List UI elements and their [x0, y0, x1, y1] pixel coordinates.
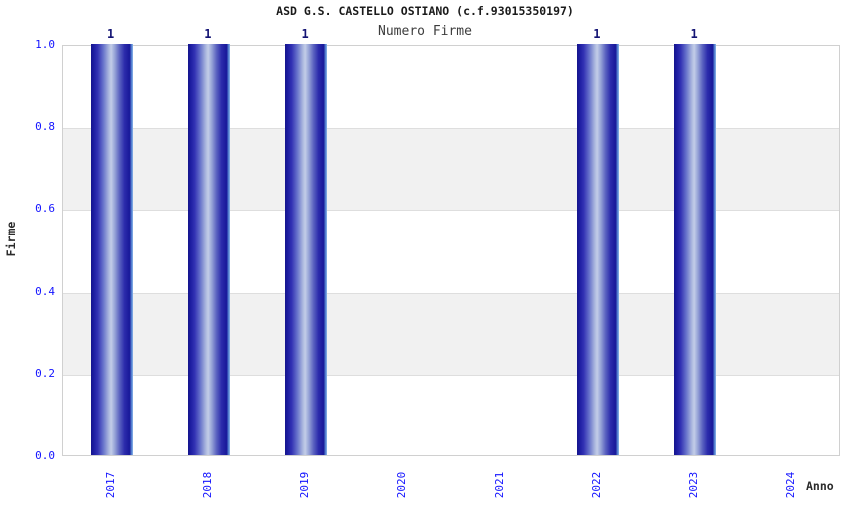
plot-band — [63, 128, 839, 211]
y-tick-0.8: 0.8 — [35, 120, 55, 134]
x-tick-2019: 2019 — [298, 471, 312, 499]
x-tick-2024: 2024 — [784, 471, 798, 499]
bar-value-label-2023: 1 — [690, 27, 698, 41]
bar-2023[interactable] — [674, 44, 717, 455]
bar-2022[interactable] — [576, 44, 619, 455]
y-tick-0.2: 0.2 — [35, 366, 55, 380]
y-axis-title: Firme — [4, 221, 18, 257]
bar-value-label-2017: 1 — [107, 27, 115, 41]
bar-2019[interactable] — [285, 44, 328, 455]
y-tick-1.0: 1.0 — [35, 38, 55, 51]
x-tick-2018: 2018 — [200, 471, 214, 499]
y-tick-0.0: 0.0 — [35, 449, 55, 462]
y-axis: Firme — [0, 0, 58, 500]
bar-value-label-2019: 1 — [301, 27, 309, 41]
bar-value-label-2022: 1 — [593, 27, 601, 41]
x-tick-2017: 2017 — [103, 471, 117, 499]
x-tick-2023: 2023 — [687, 471, 701, 499]
plot-band — [63, 292, 839, 375]
gridline — [63, 128, 839, 129]
chart-subtitle: Numero Firme — [378, 24, 472, 39]
y-tick-0.4: 0.4 — [35, 284, 55, 298]
y-tick-0.6: 0.6 — [35, 202, 55, 216]
gridline — [63, 293, 839, 294]
gridline — [63, 375, 839, 376]
chart-title: ASD G.S. CASTELLO OSTIANO (c.f.930153501… — [276, 4, 574, 18]
x-axis-title: Anno — [806, 479, 834, 493]
bar-2017[interactable] — [90, 44, 133, 455]
gridline — [63, 210, 839, 211]
plot-area — [62, 44, 840, 456]
bar-value-label-2018: 1 — [204, 27, 212, 41]
bar-2018[interactable] — [187, 44, 230, 455]
x-tick-2022: 2022 — [589, 471, 603, 499]
x-tick-2020: 2020 — [395, 471, 409, 499]
x-tick-2021: 2021 — [492, 471, 506, 499]
